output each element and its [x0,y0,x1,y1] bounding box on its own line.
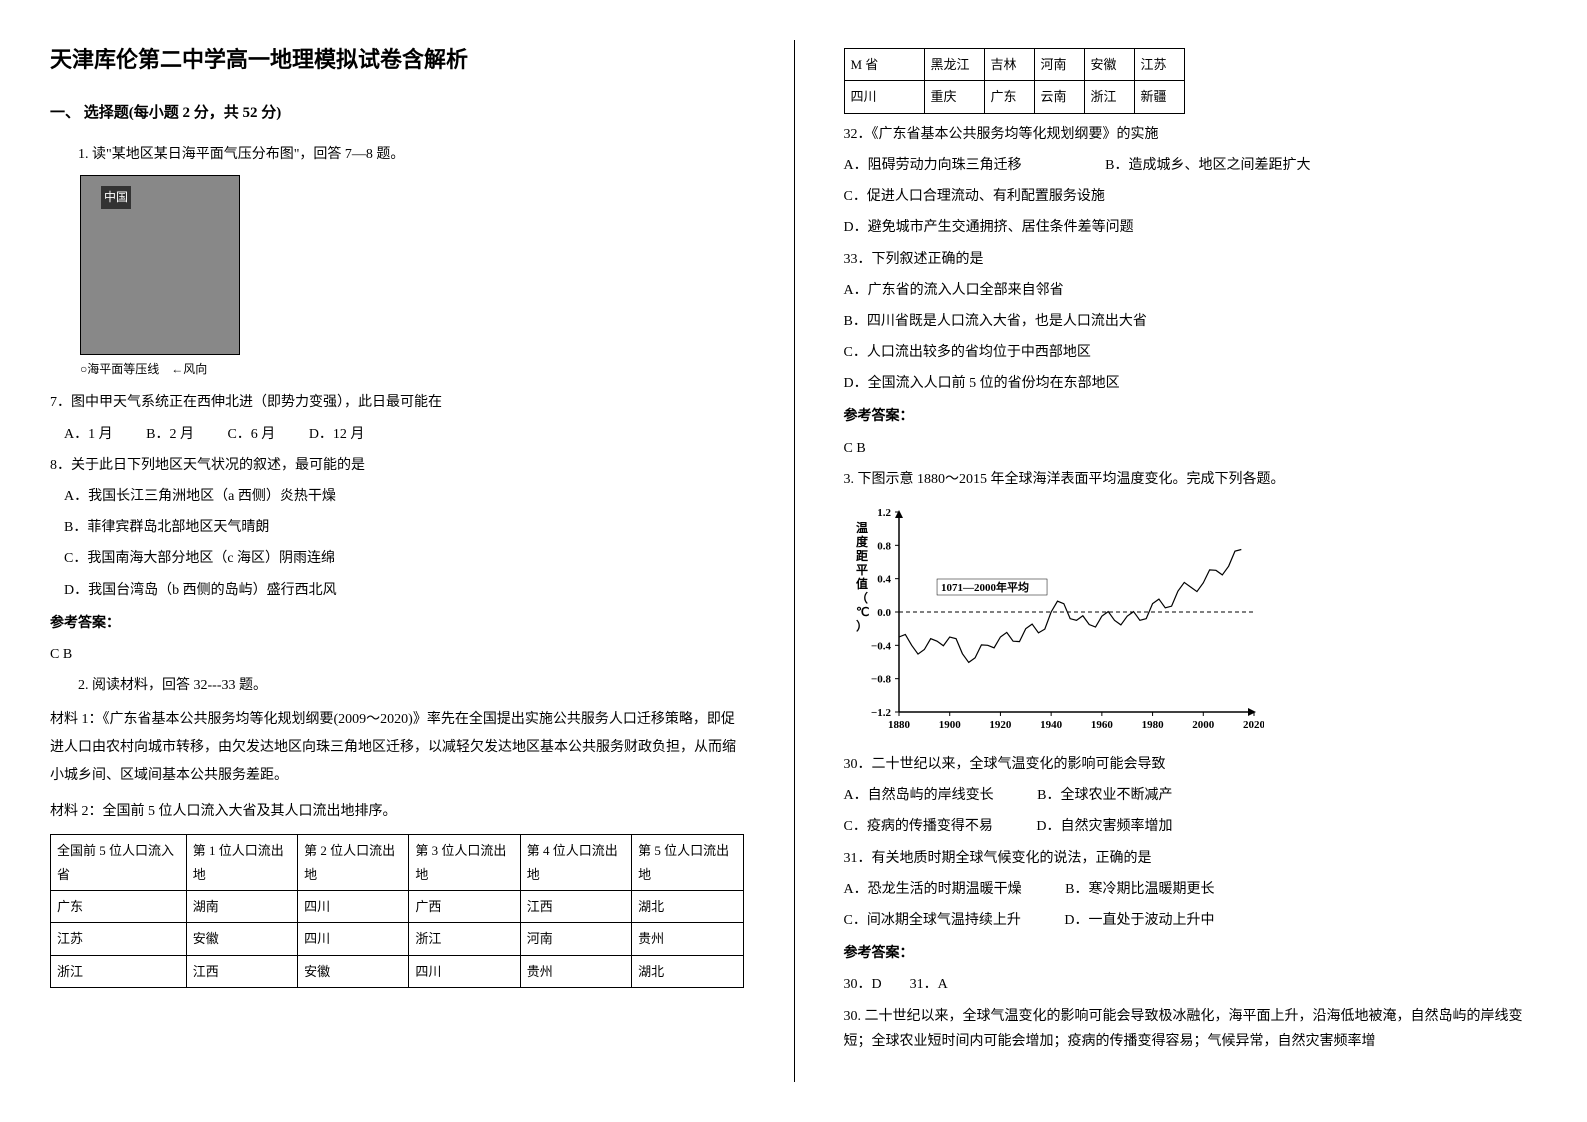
q31-text: 31．有关地质时期全球气候变化的说法，正确的是 [844,846,1538,871]
svg-text:−0.4: −0.4 [870,640,891,652]
svg-text:平: 平 [856,563,868,577]
th-1: 第 1 位人口流出地 [186,835,297,891]
svg-text:度: 度 [856,534,869,549]
q8-opt-d: D．我国台湾岛（b 西侧的岛屿）盛行西北风 [64,578,744,603]
q33-opt-a: A．广东省的流入人口全部来自邻省 [844,278,1538,303]
temperature-chart: −1.2 −0.8 −0.4 0.0 0.4 0.8 1.2 1880 1900 1920 1940… [844,502,1264,742]
q8-opt-c: C．我国南海大部分地区（c 海区）阴雨连绵 [64,546,744,571]
explanation-3: 30. 二十世纪以来，全球气温变化的影响可能会导致极冰融化，海平面上升，沿海低地… [844,1004,1538,1054]
q7-options: A．1 月 B．2 月 C．6 月 D．12 月 [64,422,744,447]
q7-text: 7．图中甲天气系统正在西伸北进（即势力变强），此日最可能在 [50,390,744,415]
answer-3: 30．D 31．A [844,972,1538,997]
svg-text:2000: 2000 [1192,719,1215,731]
q30-opt-ab: A．自然岛屿的岸线变长 B．全球农业不断减产 [844,783,1538,808]
svg-text:距: 距 [856,549,868,563]
q33-opt-c: C．人口流出较多的省均位于中西部地区 [844,340,1538,365]
chart-svg: −1.2 −0.8 −0.4 0.0 0.4 0.8 1.2 1880 1900 1920 1940… [844,502,1264,742]
q8-text: 8．关于此日下列地区天气状况的叙述，最可能的是 [50,453,744,478]
table-row: M 省 黑龙江 吉林 河南 安徽 江苏 [844,49,1184,81]
svg-text:−1.2: −1.2 [870,707,891,719]
map-caption: ○海平面等压线 ←风向 [80,359,744,381]
svg-text:（: （ [856,590,868,605]
q30-opt-d: D．自然灾害频率增加 [1036,819,1172,834]
q31-opt-ab: A．恐龙生活的时期温暖干燥 B．寒冷期比温暖期更长 [844,877,1538,902]
q7-opt-d: D．12 月 [309,422,365,447]
svg-text:1071—2000年平均: 1071—2000年平均 [941,580,1029,594]
q33-opt-b: B．四川省既是人口流入大省，也是人口流出大省 [844,309,1538,334]
th-5: 第 5 位人口流出地 [632,835,743,891]
q30-opt-a: A．自然岛屿的岸线变长 [844,788,994,803]
th-2: 第 2 位人口流出地 [298,835,409,891]
q32-opt-c: C．促进人口合理流动、有利配置服务设施 [844,184,1538,209]
q8-opt-b: B．菲律宾群岛北部地区天气晴朗 [64,515,744,540]
th-4: 第 4 位人口流出地 [520,835,631,891]
q3-intro: 3. 下图示意 1880～2015 年全球海洋表面平均温度变化。完成下列各题。 [844,467,1538,492]
q7-opt-c: C．6 月 [227,422,275,447]
left-column: 天津库伦第二中学高一地理模拟试卷含解析 一、 选择题(每小题 2 分，共 52 … [0,0,794,1122]
table-right: M 省 黑龙江 吉林 河南 安徽 江苏 四川 重庆 广东 云南 浙江 新疆 [844,48,1185,114]
q32-opt-d: D．避免城市产生交通拥挤、居住条件差等问题 [844,215,1538,240]
q32-opt-ab: A．阻碍劳动力向珠三角迁移 B．造成城乡、地区之间差距扩大 [844,153,1538,178]
svg-text:）: ） [856,618,868,633]
q30-opt-c: C．疫病的传播变得不易 [844,819,993,834]
q31-opt-c: C．间冰期全球气温持续上升 [844,913,1021,928]
q31-opt-a: A．恐龙生活的时期温暖干燥 [844,882,1022,897]
q32-text: 32．《广东省基本公共服务均等化规划纲要》的实施 [844,122,1538,147]
svg-text:0.4: 0.4 [877,574,891,586]
q7-opt-b: B．2 月 [146,422,194,447]
svg-text:0.8: 0.8 [877,540,891,552]
svg-text:1940: 1940 [1040,719,1063,731]
svg-text:1960: 1960 [1090,719,1113,731]
q31-opt-b: B．寒冷期比温暖期更长 [1065,882,1214,897]
svg-text:（年）: （年） [1256,717,1264,731]
svg-text:℃: ℃ [856,605,869,619]
q30-opt-b: B．全球农业不断减产 [1037,788,1172,803]
q30-text: 30．二十世纪以来，全球气温变化的影响可能会导致 [844,752,1538,777]
svg-text:1900: 1900 [938,719,961,731]
svg-text:1.2: 1.2 [877,507,891,519]
q33-opt-d: D．全国流入人口前 5 位的省份均在东部地区 [844,371,1538,396]
q8-opt-a: A．我国长江三角洲地区（a 西侧）炎热干燥 [64,484,744,509]
svg-text:温: 温 [856,521,868,535]
q32-opt-b: B．造成城乡、地区之间差距扩大 [1105,158,1310,173]
q32-opt-a: A．阻碍劳动力向珠三角迁移 [844,158,1022,173]
right-column: M 省 黑龙江 吉林 河南 安徽 江苏 四川 重庆 广东 云南 浙江 新疆 32… [794,0,1587,1122]
svg-text:−0.8: −0.8 [870,674,891,686]
q30-opt-cd: C．疫病的传播变得不易 D．自然灾害频率增加 [844,814,1538,839]
q2-material2: 材料 2：全国前 5 位人口流入大省及其人口流出地排序。 [50,798,744,826]
table-row: 广东 湖南 四川 广西 江西 湖北 [51,891,744,923]
q31-opt-d: D．一直处于波动上升中 [1064,913,1214,928]
answer-label-1: 参考答案： [50,611,744,636]
q2-material1: 材料 1：《广东省基本公共服务均等化规划纲要(2009～2020)》率先在全国提… [50,706,744,790]
table-row: 江苏 安徽 四川 浙江 河南 贵州 [51,923,744,955]
th-0: 全国前 5 位人口流入省 [51,835,187,891]
map-image: 中国 [80,175,240,355]
svg-text:值: 值 [856,576,868,591]
table-row: 浙江 江西 安徽 四川 贵州 湖北 [51,955,744,987]
answer-label-2: 参考答案： [844,404,1538,429]
table-left: 全国前 5 位人口流入省 第 1 位人口流出地 第 2 位人口流出地 第 3 位… [50,834,744,988]
svg-text:0.0: 0.0 [877,607,891,619]
answer-2: C B [844,436,1538,461]
answer-label-3: 参考答案： [844,941,1538,966]
table-row: 四川 重庆 广东 云南 浙江 新疆 [844,81,1184,113]
svg-text:1880: 1880 [888,719,911,731]
q2-intro: 2. 阅读材料，回答 32---33 题。 [50,673,744,698]
answer-1: C B [50,642,744,667]
q31-opt-cd: C．间冰期全球气温持续上升 D．一直处于波动上升中 [844,908,1538,933]
table-header-row: 全国前 5 位人口流入省 第 1 位人口流出地 第 2 位人口流出地 第 3 位… [51,835,744,891]
page-title: 天津库伦第二中学高一地理模拟试卷含解析 [50,40,744,80]
q1-intro: 1. 读"某地区某日海平面气压分布图"，回答 7—8 题。 [50,142,744,167]
q33-text: 33．下列叙述正确的是 [844,247,1538,272]
section-title: 一、 选择题(每小题 2 分，共 52 分) [50,100,744,127]
th-3: 第 3 位人口流出地 [409,835,520,891]
svg-text:1980: 1980 [1141,719,1164,731]
svg-text:1920: 1920 [989,719,1012,731]
q7-opt-a: A．1 月 [64,422,113,447]
map-label: 中国 [101,186,131,210]
